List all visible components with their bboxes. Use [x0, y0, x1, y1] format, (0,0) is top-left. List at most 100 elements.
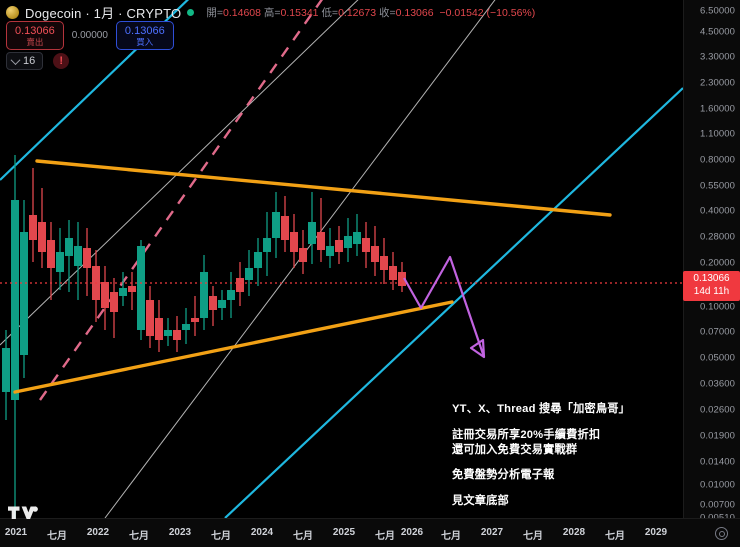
candle-body	[11, 200, 19, 400]
time-tick-label: 七月	[211, 531, 231, 542]
buy-label: 買入	[136, 36, 154, 47]
note-line-5: 見文章底部	[452, 495, 509, 508]
candle-body	[227, 290, 235, 300]
price-tick-label: 0.10000	[699, 301, 735, 313]
live-status-dot-icon	[187, 9, 195, 16]
candle-body	[272, 212, 280, 238]
candle-body	[101, 282, 109, 308]
time-tick-label: 2026	[400, 527, 424, 538]
trendline-upper-resistance	[35, 159, 612, 217]
trendline-lower-support	[13, 300, 454, 394]
price-tick-label: 0.55000	[699, 180, 735, 192]
time-tick-label: 2021	[4, 527, 28, 538]
time-axis[interactable]: 2021 七月 2022 七月 2023 七月 2024 七月 2025 七月 2026 七月 2027…	[0, 518, 740, 547]
chart-plot-area[interactable]	[0, 0, 683, 518]
time-tick-label: 七月	[293, 531, 313, 542]
candle-body	[2, 348, 10, 392]
candle-body	[299, 248, 307, 262]
price-tick-label: 1.10000	[699, 128, 735, 140]
candle-body	[56, 252, 64, 272]
promo-annotation-text: YT、X、Thread 搜尋「加密鳥哥」 註冊交易所享20%手續費折扣 還可加入…	[452, 402, 630, 509]
time-tick-label: 七月	[523, 531, 543, 542]
channel-line-pink-dashed-mid	[39, 0, 324, 401]
candle-body	[182, 324, 190, 330]
symbol-title[interactable]: Dogecoin · 1月 · CRYPTO	[25, 6, 182, 21]
price-tick-label: 0.05000	[699, 352, 735, 364]
candle-body	[344, 236, 352, 248]
candle-body	[173, 330, 181, 340]
chevron-down-icon	[10, 54, 21, 65]
bar-countdown: 14d 11h	[693, 285, 730, 297]
time-tick-label: 2025	[332, 527, 356, 538]
time-tick-label: 七月	[129, 531, 149, 542]
alert-warning-icon[interactable]: !	[53, 53, 70, 69]
price-tick-label: 0.02600	[699, 404, 735, 416]
time-tick-label: 2022	[86, 527, 110, 538]
tradingview-logo-icon	[8, 500, 38, 519]
candle-body	[119, 288, 127, 296]
channel-line-cyan-upper	[0, 0, 190, 181]
candle-body	[191, 318, 199, 322]
candle-body	[110, 292, 118, 312]
price-tick-label: 0.00700	[699, 499, 735, 511]
candle-body	[164, 330, 172, 336]
price-tick-label: 0.01400	[699, 456, 735, 468]
chart-settings-gear-icon[interactable]	[715, 527, 728, 540]
buy-price: 0.13066	[124, 25, 165, 37]
sell-price: 0.13066	[15, 25, 55, 37]
high-value: 0.15341	[280, 7, 319, 19]
candle-body	[236, 278, 244, 292]
buy-button[interactable]: 0.13066 買入	[115, 21, 174, 51]
time-tick-label: 七月	[441, 531, 461, 542]
price-tick-label: 1.60000	[699, 103, 735, 115]
note-line-4: 免費盤勢分析電子報	[452, 469, 555, 482]
bearish-projection-arrow	[403, 255, 486, 358]
price-tick-label: 0.01900	[699, 430, 735, 442]
chart-drawing-canvas	[0, 0, 683, 518]
change-value: −0.01542 (−10.56%)	[439, 7, 536, 19]
lot-size-dropdown[interactable]: 16	[6, 52, 44, 70]
time-tick-label: 七月	[47, 531, 67, 542]
candle-body	[380, 256, 388, 270]
time-tick-label: 2023	[168, 527, 192, 538]
open-value: 0.14608	[223, 7, 261, 19]
time-tick-label: 2024	[250, 527, 274, 538]
channel-line-gray-lower	[104, 0, 496, 518]
low-value: 0.12673	[338, 7, 377, 19]
current-price-value: 0.13066	[693, 273, 730, 284]
candle-body	[128, 286, 136, 292]
price-tick-label: 0.80000	[699, 154, 735, 166]
candle-body	[29, 215, 37, 240]
lot-size-value: 16	[23, 55, 36, 67]
price-tick-label: 0.40000	[699, 205, 735, 217]
time-tick-label: 2028	[562, 527, 586, 538]
candle-body	[371, 246, 379, 262]
note-line-3: 還可加入免費交易實戰群	[452, 443, 578, 456]
time-tick-label: 2027	[480, 527, 504, 538]
time-tick-label: 2029	[644, 527, 668, 538]
price-tick-label: 2.30000	[699, 77, 735, 89]
candle-body	[47, 240, 55, 268]
ohlc-values: 開=0.14608 高=0.15341 低=0.12673 收=0.13066 …	[206, 5, 535, 20]
candle-body	[254, 252, 262, 268]
candle-body	[65, 238, 73, 256]
candle-body	[245, 268, 253, 280]
current-price-tag: 0.13066 14d 11h	[683, 271, 740, 301]
quote-badges: 0.13066 賣出 0.00000 0.13066 買入	[6, 21, 174, 51]
projection-arrowhead-icon	[469, 338, 486, 359]
candle-body	[218, 300, 226, 308]
channel-line-cyan-lower	[224, 87, 683, 518]
candle-body	[209, 296, 217, 310]
price-tick-label: 0.28000	[699, 231, 735, 243]
candle-body	[335, 240, 343, 252]
note-line-2: 註冊交易所享20%手續費折扣	[452, 428, 601, 441]
high-label: 高=	[263, 7, 281, 19]
price-tick-label: 0.20000	[699, 257, 735, 269]
sell-button[interactable]: 0.13066 賣出	[6, 21, 64, 51]
price-axis[interactable]: 6.50000 4.50000 3.30000 2.30000 1.60000 1.100…	[683, 0, 740, 524]
candle-body	[137, 246, 145, 330]
time-tick-label: 七月	[375, 531, 395, 542]
candle-body	[263, 238, 271, 252]
note-block-2: 註冊交易所享20%手續費折扣 還可加入免費交易實戰群	[452, 428, 630, 458]
chart-legend-header: Dogecoin · 1月 · CRYPTO 開=0.14608 高=0.153…	[6, 3, 535, 22]
